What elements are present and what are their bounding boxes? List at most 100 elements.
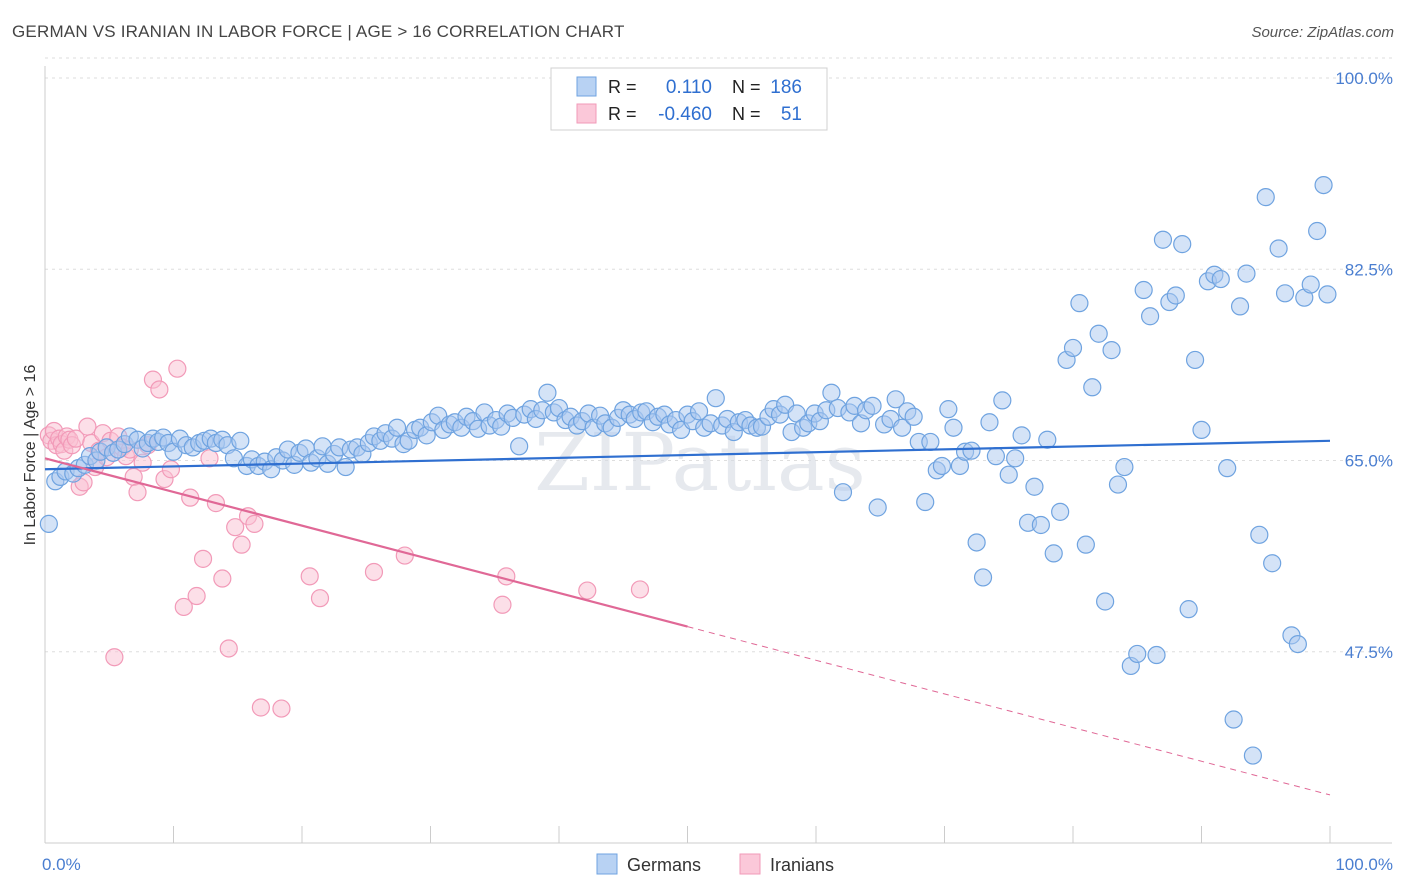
germans-legend-label: Germans	[627, 855, 701, 875]
germans-point	[387, 418, 407, 437]
germans-point	[1308, 221, 1327, 241]
germans-point	[1031, 515, 1050, 535]
germans-point	[1314, 176, 1333, 195]
germans-point	[1237, 264, 1256, 283]
germans-point	[1147, 645, 1166, 665]
legend-r-label: R =	[608, 77, 637, 97]
germans-point	[1263, 554, 1282, 573]
iranians-point	[150, 380, 169, 399]
correlation-legend: R = 0.110 N = 186 R = -0.460 N = 51	[550, 67, 828, 131]
iranians-point	[497, 567, 516, 586]
germans-point	[1051, 502, 1070, 521]
germans-point	[1173, 235, 1192, 254]
legend-n-value: 51	[781, 104, 802, 125]
germans-point	[1134, 280, 1153, 300]
iranians-point	[187, 586, 206, 606]
x-tick-label: 0.0%	[42, 855, 81, 874]
germans-point	[1288, 634, 1307, 654]
germans-point	[1038, 430, 1057, 449]
iranians-point	[200, 449, 219, 468]
germans-point	[916, 492, 935, 512]
legend-n-value: 186	[770, 77, 802, 98]
iranians-point	[226, 518, 245, 537]
germans-point	[822, 383, 841, 402]
series-legend: Germans Iranians	[596, 853, 834, 875]
germans-point	[1153, 230, 1173, 249]
germans-point	[706, 389, 725, 408]
germans-point	[986, 447, 1006, 466]
legend-r-value: -0.460	[658, 104, 712, 125]
germans-point	[1025, 477, 1044, 496]
germans-point	[980, 413, 999, 432]
iranians-trend-extension	[687, 626, 1331, 796]
iranians-point	[78, 417, 97, 436]
germans-point	[863, 396, 882, 415]
iranians-point	[219, 639, 238, 658]
germans-point	[1301, 275, 1320, 294]
germans-point	[1179, 600, 1198, 619]
iranians-swatch	[576, 103, 597, 124]
legend-r-label: R =	[608, 104, 637, 124]
germans-point	[231, 431, 250, 450]
germans-swatch	[576, 76, 597, 97]
germans-point	[1275, 284, 1295, 303]
germans-point	[1063, 338, 1083, 358]
germans-point	[1128, 644, 1147, 664]
germans-point	[868, 498, 887, 517]
iranians-legend-label: Iranians	[770, 855, 834, 875]
y-tick-label: 82.5%	[1345, 260, 1393, 279]
germans-point	[1140, 307, 1160, 326]
y-tick-labels: 47.5% 65.0% 82.5% 100.0%	[1335, 69, 1393, 662]
germans-point	[939, 400, 958, 419]
germans-point	[1230, 297, 1250, 316]
germans-point	[1076, 535, 1095, 554]
y-tick-label: 47.5%	[1345, 643, 1393, 662]
germans-point	[1166, 286, 1185, 305]
germans-point	[1115, 457, 1134, 477]
germans-point	[1192, 420, 1211, 439]
iranians-point	[310, 589, 330, 608]
germans-point	[993, 391, 1012, 410]
iranians-point	[395, 546, 414, 565]
legend-n-label: N =	[732, 104, 761, 124]
source-label: Source: ZipAtlas.com	[1251, 24, 1394, 41]
germans-point	[1224, 710, 1243, 729]
iranians-point	[105, 648, 124, 667]
germans-point	[1096, 592, 1115, 611]
germans-point	[973, 568, 993, 587]
germans-point	[886, 390, 905, 409]
iranians-points	[39, 359, 650, 718]
iranians-point	[232, 535, 251, 554]
germans-legend-swatch	[596, 853, 618, 875]
germans-point	[1044, 544, 1063, 563]
legend-n-label: N =	[732, 77, 761, 97]
germans-point	[833, 483, 853, 502]
germans-point	[1250, 525, 1269, 544]
germans-point	[932, 456, 952, 476]
trend-lines	[44, 439, 1331, 796]
germans-point	[944, 418, 963, 437]
germans-point	[689, 402, 709, 421]
iranians-point	[272, 699, 291, 718]
iranians-point	[493, 595, 512, 614]
germans-point	[1318, 285, 1337, 304]
germans-point	[39, 514, 58, 533]
iranians-point	[578, 581, 597, 600]
iranians-point	[128, 483, 147, 502]
germans-point	[1211, 269, 1230, 289]
germans-point	[1102, 341, 1121, 360]
germans-point	[1089, 324, 1108, 343]
y-tick-label: 100.0%	[1335, 69, 1393, 88]
germans-point	[1243, 746, 1263, 765]
germans-points	[39, 176, 1337, 765]
germans-point	[962, 441, 981, 460]
iranians-point	[300, 567, 319, 586]
iranians-legend-swatch	[739, 853, 761, 875]
iranians-point	[364, 562, 384, 582]
germans-point	[510, 437, 529, 456]
iranians-point	[213, 569, 232, 588]
germans-point	[904, 407, 923, 426]
iranians-trend-line	[44, 457, 688, 628]
germans-point	[1108, 475, 1128, 494]
iranians-point	[193, 549, 213, 568]
